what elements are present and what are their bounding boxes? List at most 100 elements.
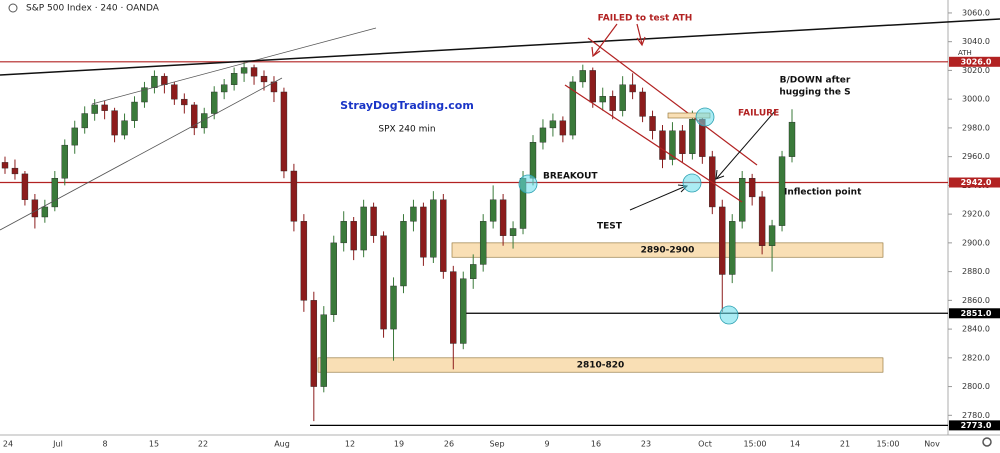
- candle-body: [778, 156, 786, 226]
- x-tick-label: 15:00: [743, 440, 766, 449]
- zone: [317, 357, 884, 373]
- zone-label: 2890-2900: [641, 246, 695, 256]
- arrow: [593, 23, 618, 56]
- candle-body: [509, 228, 517, 236]
- candle-body: [619, 84, 626, 111]
- candle-body: [380, 235, 387, 330]
- candle-body: [250, 67, 258, 77]
- candle-body: [51, 177, 59, 208]
- candle-body: [121, 120, 128, 136]
- x-tick-label: 15: [149, 440, 159, 449]
- candle-body: [71, 127, 78, 146]
- arrow: [716, 109, 777, 179]
- x-tick-label: 16: [591, 440, 601, 449]
- settings-icon[interactable]: [982, 437, 992, 447]
- y-tick-label: 3020.0: [962, 66, 990, 75]
- candle-body: [21, 173, 29, 200]
- candle-body: [310, 300, 318, 387]
- subtitle: SPX 240 min: [378, 125, 435, 135]
- candle-body: [579, 70, 586, 83]
- x-tick-label: Sep: [489, 440, 504, 449]
- candle-body: [91, 104, 98, 114]
- level-tag: [949, 308, 1000, 319]
- candle-body: [320, 314, 327, 387]
- candle-body: [151, 75, 158, 88]
- candle-body: [649, 116, 656, 131]
- candle-body: [111, 110, 118, 136]
- trend-line: [0, 18, 1000, 76]
- level-label: 3026.0: [961, 57, 992, 66]
- candle-body: [1, 162, 9, 169]
- y-tick-label: 2900.0: [962, 238, 990, 247]
- x-tick-label: 8: [102, 440, 107, 449]
- x-tick-label: 21: [840, 440, 850, 449]
- y-tick-label: 2820.0: [962, 353, 990, 362]
- annotation: hugging the S: [779, 88, 850, 98]
- candle-body: [360, 206, 367, 251]
- candle-body: [788, 121, 796, 157]
- candle-body: [489, 199, 497, 222]
- x-tick-label: Jul: [52, 440, 63, 449]
- candle-body: [61, 144, 68, 179]
- y-tick-label: 2920.0: [962, 210, 990, 219]
- candle-body: [430, 199, 437, 258]
- level-label: 2942.0: [961, 178, 992, 187]
- level-label: 2773.0: [961, 421, 992, 430]
- y-tick-label: 2800.0: [962, 382, 990, 391]
- level-tag: [949, 420, 1000, 431]
- annotation: TEST: [597, 222, 623, 232]
- wedge-line: [587, 37, 758, 166]
- candle-body: [330, 242, 337, 315]
- highlight-circle: [719, 305, 739, 325]
- x-tick-label: 19: [394, 440, 404, 449]
- channel-line: [0, 77, 283, 231]
- annotation: B/DOWN after: [780, 76, 851, 86]
- level-label: 2851.0: [961, 309, 992, 318]
- candle-body: [629, 84, 636, 93]
- y-tick-label: 2880.0: [962, 267, 990, 276]
- level-note: ATH: [958, 49, 972, 57]
- candle-body: [589, 70, 596, 103]
- y-tick-label: 3040.0: [962, 37, 990, 46]
- candle-body: [639, 91, 646, 117]
- candle-body: [479, 221, 487, 265]
- annotation: BREAKOUT: [543, 172, 598, 182]
- annotation: FAILURE: [738, 109, 779, 119]
- candle-body: [420, 206, 427, 258]
- annotation: FAILED to test ATH: [598, 14, 693, 24]
- candle-body: [181, 98, 188, 106]
- candle-body: [599, 96, 606, 103]
- arrow-head: [636, 36, 646, 47]
- x-tick-label: 22: [198, 440, 208, 449]
- candle-body: [280, 91, 288, 172]
- level-tag: [949, 177, 1000, 188]
- y-tick-label: 2780.0: [962, 411, 990, 420]
- candle-body: [460, 278, 467, 344]
- zone-label: 2810-820: [577, 361, 625, 371]
- candle-body: [220, 84, 228, 93]
- candle-body: [131, 101, 138, 121]
- arrow: [629, 185, 687, 211]
- x-tick-label: 15:00: [876, 440, 899, 449]
- y-tick-label: 2960.0: [962, 152, 990, 161]
- annotation: Inflection point: [784, 188, 862, 198]
- candle-body: [609, 96, 616, 111]
- candle-body: [240, 67, 248, 74]
- highlight-circle: [695, 107, 715, 127]
- x-tick-label: Nov: [924, 440, 940, 449]
- candle-body: [400, 221, 407, 287]
- candle-body: [101, 104, 108, 111]
- candle-body: [191, 104, 198, 129]
- candle-body: [350, 221, 357, 251]
- candle-body: [689, 119, 696, 154]
- y-tick-label: 2980.0: [962, 123, 990, 132]
- candle-body: [758, 196, 766, 246]
- level-tag: [949, 56, 1000, 67]
- highlight-circle: [518, 174, 538, 194]
- candle-body: [549, 120, 557, 129]
- candle-body: [559, 120, 567, 136]
- candle-body: [748, 177, 756, 198]
- candle-body: [31, 199, 39, 218]
- arrow-head: [591, 46, 601, 58]
- y-tick-label: 2840.0: [962, 325, 990, 334]
